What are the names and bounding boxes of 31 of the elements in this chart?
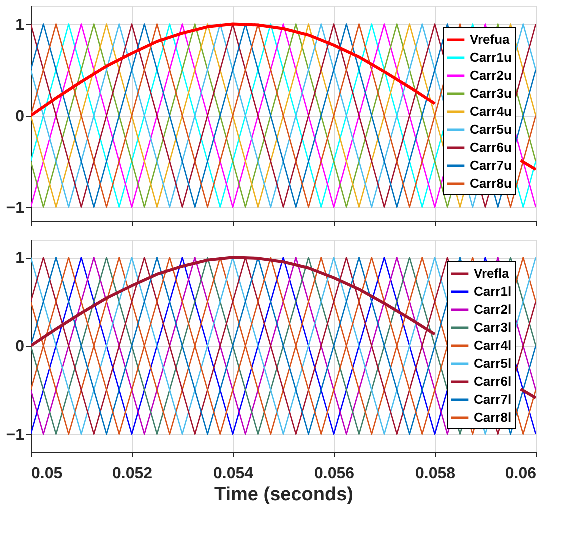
x-axis-title: Time (seconds) [214, 484, 354, 506]
y-tick-label: −1 [6, 200, 25, 217]
y-tick-label: 0 [16, 338, 25, 356]
x-tick-label: 0.054 [213, 466, 254, 482]
legend-label: Carr6l [474, 374, 512, 389]
legend-label: Carr4u [470, 104, 512, 119]
legend-label: Carr2l [474, 302, 512, 317]
legend-label: Carr3l [474, 320, 512, 335]
legend-label: Carr4l [474, 338, 512, 353]
legend-label: Vrefua [470, 32, 511, 47]
y-tick-label: 0 [16, 108, 25, 126]
x-tick-label: 0.058 [415, 466, 456, 482]
x-tick-label: 0.06 [505, 466, 537, 482]
legend-label: Carr7u [470, 158, 512, 173]
legend-label: Carr6u [470, 140, 512, 155]
y-tick-label: −1 [6, 426, 25, 444]
x-tick-label: 0.056 [314, 466, 355, 482]
legend-label: Carr5u [470, 122, 512, 137]
legend-label: Carr1u [470, 50, 512, 65]
legend-label: Carr7l [474, 392, 512, 407]
x-tick-label: 0.052 [112, 466, 153, 482]
legend-label: Carr8l [474, 410, 512, 425]
y-tick-label: 1 [16, 16, 25, 34]
y-tick-label: 1 [16, 250, 25, 268]
legend-label: Carr2u [470, 68, 512, 83]
legend-label: Carr5l [474, 356, 512, 371]
legend-label: Vrefla [474, 266, 510, 281]
legend-label: Carr3u [470, 86, 512, 101]
legend-label: Carr8u [470, 176, 512, 191]
x-tick-label: 0.05 [32, 466, 63, 482]
legend-label: Carr1l [474, 284, 512, 299]
